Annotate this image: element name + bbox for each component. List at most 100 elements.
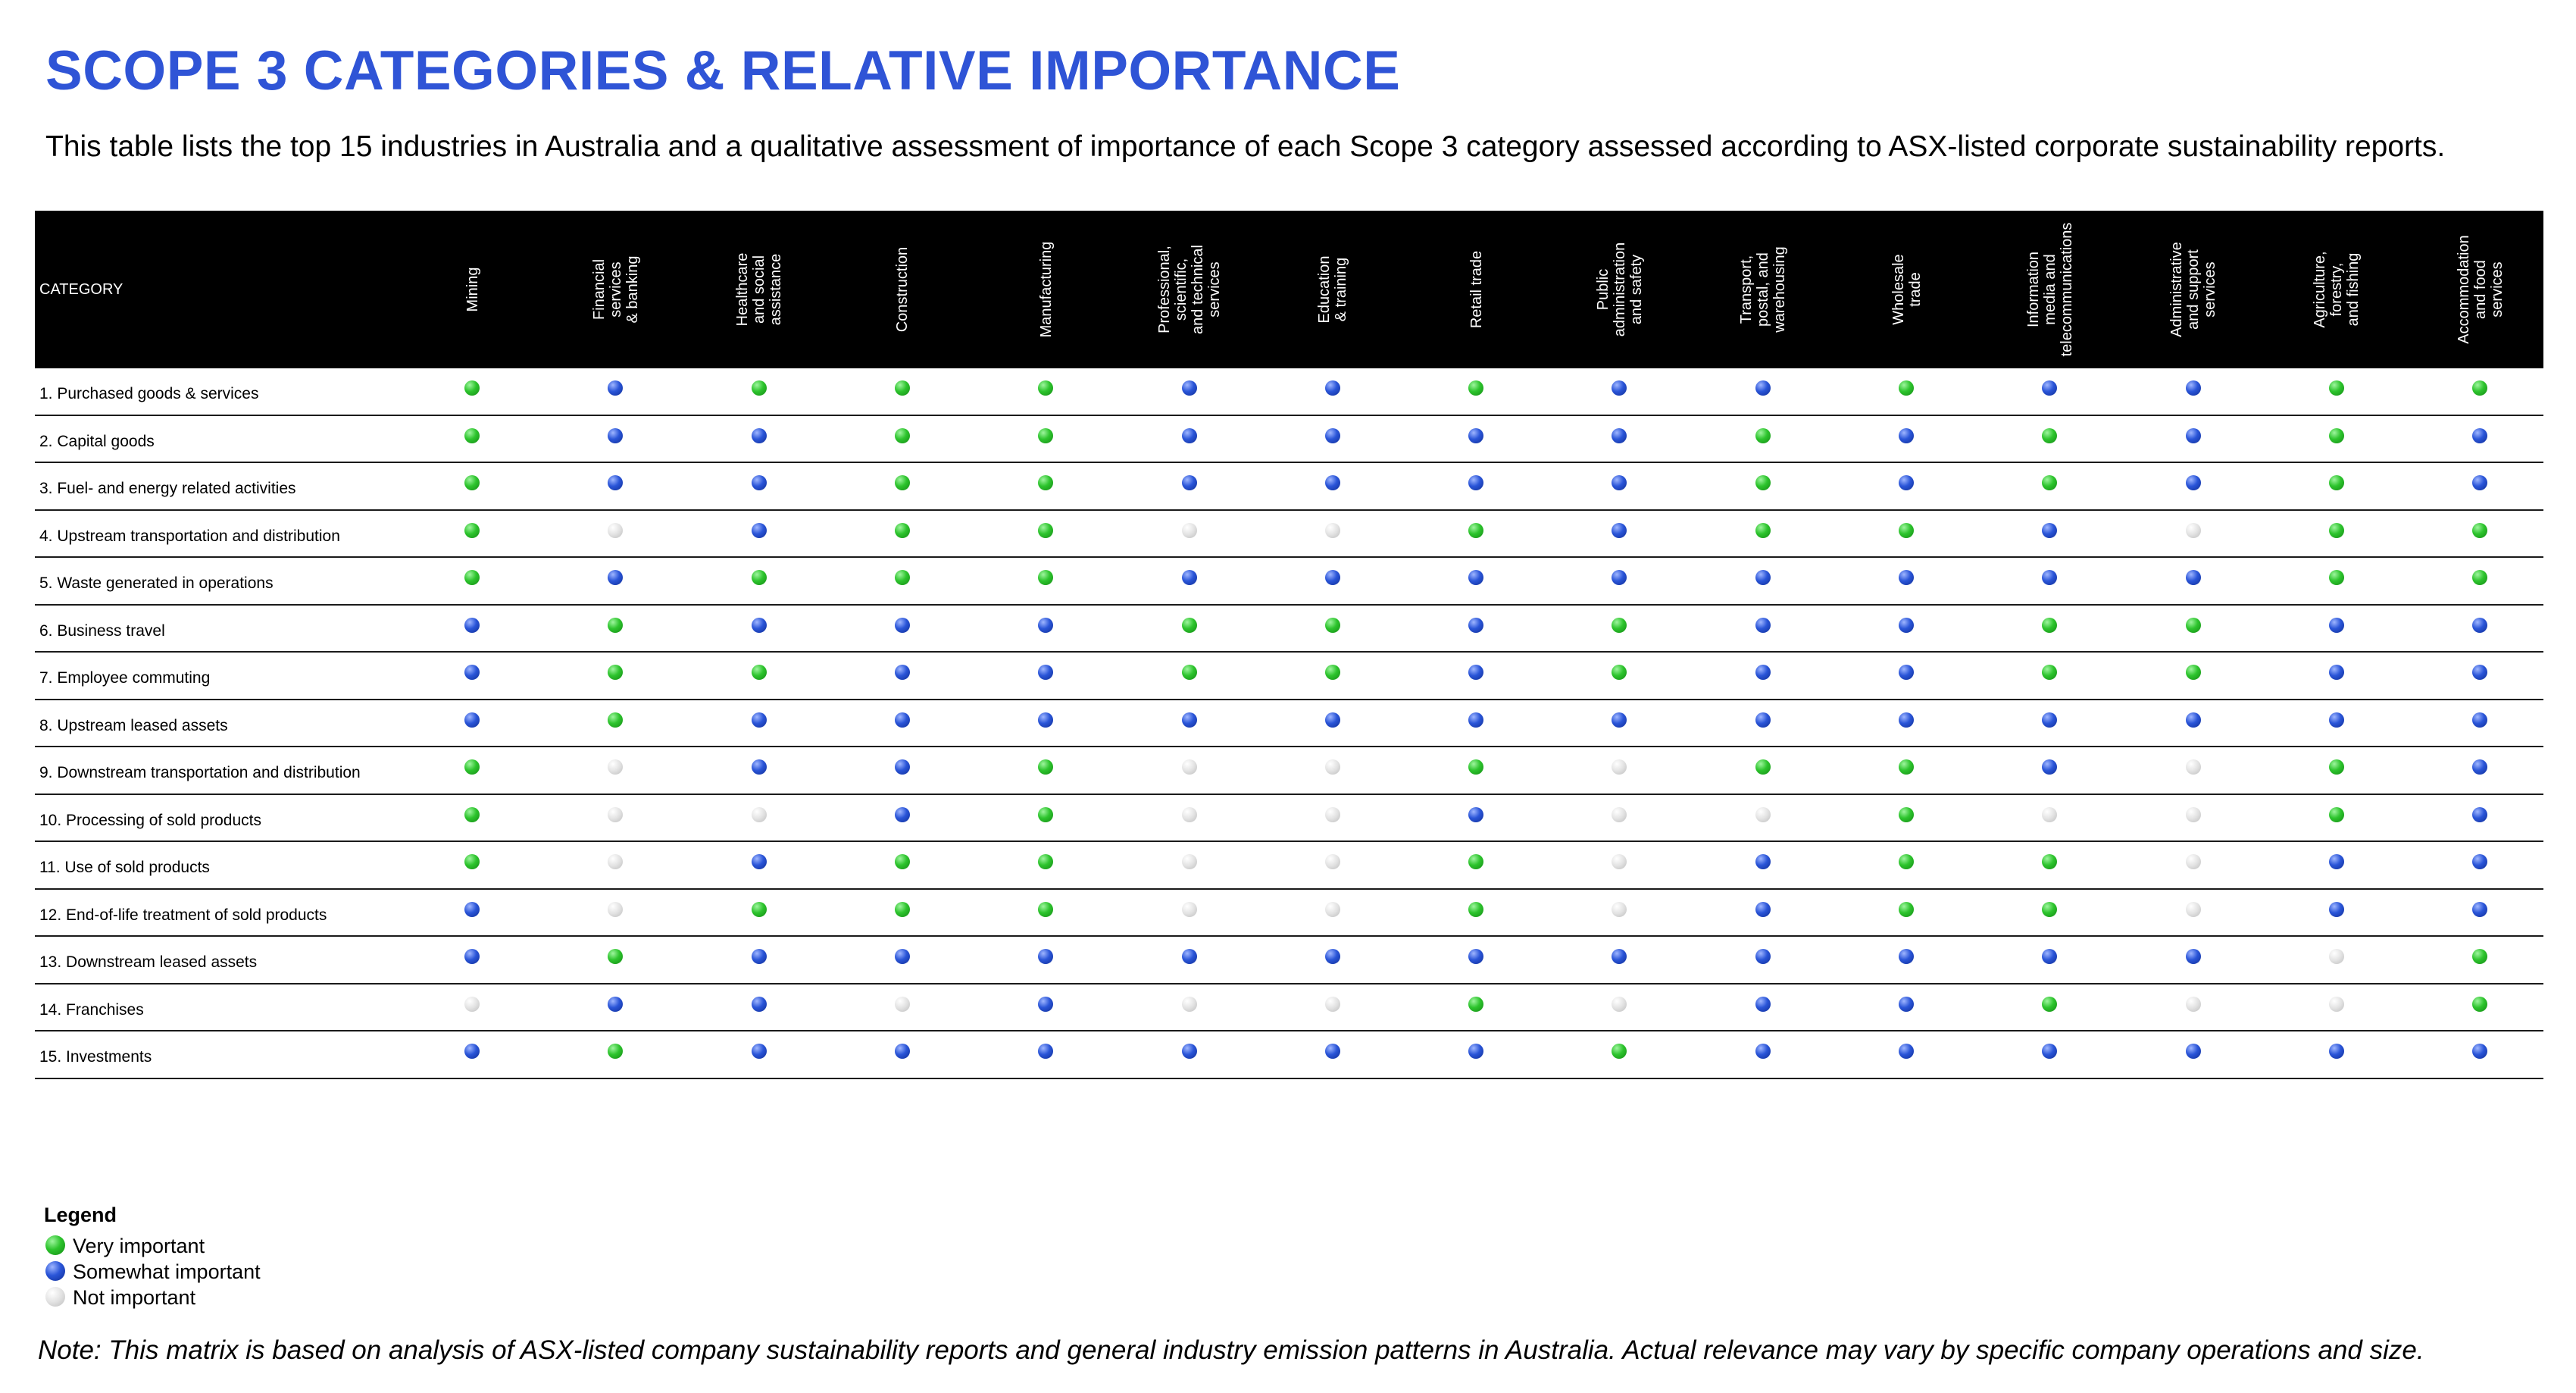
importance-dot <box>1038 1044 1054 1059</box>
importance-dot <box>2328 949 2344 964</box>
importance-dot <box>894 996 910 1012</box>
importance-dot <box>2472 806 2488 822</box>
importance-dot <box>1899 759 1914 775</box>
importance-dot <box>1468 617 1484 633</box>
importance-dot <box>1468 806 1484 822</box>
importance-dot <box>1612 996 1627 1012</box>
importance-dot <box>2042 475 2058 490</box>
importance-dot <box>1181 759 1197 775</box>
importance-dot <box>1899 712 1914 728</box>
importance-dot <box>608 949 624 964</box>
importance-dot <box>1181 475 1197 490</box>
importance-dot <box>1612 522 1627 538</box>
importance-dot <box>1038 901 1054 917</box>
importance-dot <box>1324 570 1340 585</box>
industry-header-label: Construction <box>894 246 911 333</box>
category-label: 13. Downstream leased assets <box>39 953 258 971</box>
table-row: 14. Franchises <box>35 984 2543 1031</box>
importance-dot <box>1468 901 1484 917</box>
importance-dot <box>2328 806 2344 822</box>
legend-items: Very important Somewhat important Not impo… <box>44 1233 261 1310</box>
importance-dot <box>751 522 767 538</box>
importance-dot <box>1324 617 1340 633</box>
importance-dot <box>2472 617 2488 633</box>
importance-dot <box>894 712 910 728</box>
importance-dot <box>464 665 480 680</box>
importance-dot <box>2042 854 2058 869</box>
industry-header: Retail trade <box>1468 211 1485 368</box>
importance-dot <box>608 427 624 443</box>
importance-dot <box>1612 380 1627 396</box>
industry-header: Construction <box>894 211 911 368</box>
importance-dot <box>1324 475 1340 490</box>
importance-dot <box>894 949 910 964</box>
importance-dot <box>1755 949 1771 964</box>
importance-dot <box>2472 665 2488 680</box>
importance-dot <box>2185 1044 2201 1059</box>
category-label: 11. Use of sold products <box>39 859 210 876</box>
importance-dot <box>1755 901 1771 917</box>
importance-dot <box>608 475 624 490</box>
table-row: 2. Capital goods <box>35 416 2543 463</box>
importance-dot <box>1181 427 1197 443</box>
category-label: 5. Waste generated in operations <box>39 574 274 592</box>
importance-dot <box>894 427 910 443</box>
importance-dot <box>2042 617 2058 633</box>
importance-dot <box>1324 427 1340 443</box>
importance-dot <box>1755 665 1771 680</box>
importance-dot <box>1612 665 1627 680</box>
industry-header-label: Information media and telecommunications <box>2024 222 2075 357</box>
importance-dot <box>1468 712 1484 728</box>
industry-header-label: Retail trade <box>1468 250 1485 329</box>
importance-dot <box>464 806 480 822</box>
legend: Legend Very important Somewhat important N… <box>44 1204 261 1310</box>
importance-dot <box>1324 759 1340 775</box>
importance-dot <box>1038 427 1054 443</box>
importance-dot <box>1612 570 1627 585</box>
importance-dot <box>608 665 624 680</box>
importance-dot <box>1612 712 1627 728</box>
importance-dot <box>751 949 767 964</box>
importance-dot <box>1038 380 1054 396</box>
importance-dot <box>608 901 624 917</box>
importance-dot <box>894 759 910 775</box>
matrix-body: 1. Purchased goods & services 2. Capital … <box>35 368 2543 1079</box>
table-row: 3. Fuel- and energy related activities <box>35 463 2543 511</box>
industry-header: Public administration and safety <box>1595 211 1645 368</box>
importance-dot <box>1038 759 1054 775</box>
importance-dot <box>1468 570 1484 585</box>
importance-dot <box>751 806 767 822</box>
legend-dot <box>45 1235 65 1255</box>
importance-dot <box>2042 949 2058 964</box>
importance-dot <box>2042 522 2058 538</box>
importance-dot <box>1899 570 1914 585</box>
importance-dot <box>751 380 767 396</box>
importance-dot <box>751 617 767 633</box>
importance-dot <box>1899 380 1914 396</box>
importance-dot <box>1899 617 1914 633</box>
importance-dot <box>464 996 480 1012</box>
industry-header-label: Agriculture, forestry, and fishing <box>2312 251 2362 328</box>
importance-dot <box>1899 806 1914 822</box>
importance-dot <box>2185 427 2201 443</box>
importance-dot <box>2185 522 2201 538</box>
importance-dot <box>751 901 767 917</box>
importance-dot <box>1038 712 1054 728</box>
industry-header: Information media and telecommunications <box>2025 211 2075 368</box>
legend-title: Legend <box>44 1204 117 1226</box>
page-title: SCOPE 3 CATEGORIES & RELATIVE IMPORTANCE <box>45 40 1401 102</box>
importance-dot <box>2472 522 2488 538</box>
importance-dot <box>1468 380 1484 396</box>
importance-dot <box>1612 759 1627 775</box>
category-label: 10. Processing of sold products <box>39 811 261 829</box>
importance-dot <box>751 475 767 490</box>
importance-dot <box>1899 854 1914 869</box>
importance-dot <box>464 759 480 775</box>
importance-dot <box>464 949 480 964</box>
importance-dot <box>1755 617 1771 633</box>
importance-dot <box>1468 665 1484 680</box>
importance-dot <box>1899 1044 1914 1059</box>
importance-dot <box>2328 854 2344 869</box>
importance-dot <box>1181 665 1197 680</box>
industry-header-label: Mining <box>464 267 481 312</box>
